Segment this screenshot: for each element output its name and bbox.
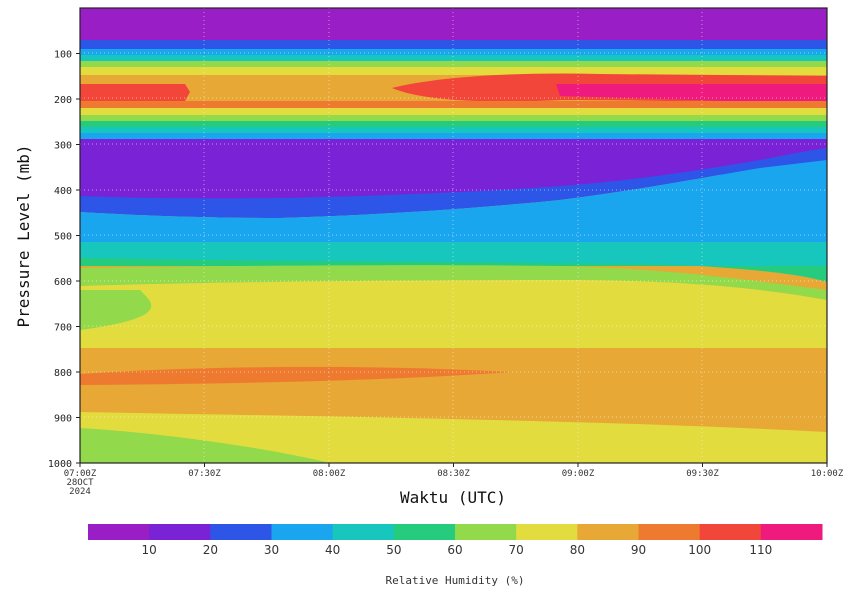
colorbar-swatch	[149, 524, 211, 540]
contour-band	[80, 108, 827, 115]
x-axis-label: Waktu (UTC)	[400, 488, 506, 507]
contour-very-moist	[556, 84, 827, 104]
y-axis-label: Pressure Level (mb)	[14, 144, 33, 327]
colorbar	[88, 524, 823, 540]
colorbar-swatch	[393, 524, 456, 540]
contour-band	[80, 67, 827, 75]
colorbar-tick-label: 50	[386, 543, 401, 557]
contour-60-70	[80, 265, 827, 300]
colorbar-tick-label: 100	[688, 543, 711, 557]
contour-band	[80, 127, 827, 133]
y-tick-label: 700	[54, 323, 72, 334]
contour-moist-patch	[80, 84, 190, 101]
x-tick-label: 08:30Z	[437, 469, 470, 479]
contour-band	[80, 428, 330, 463]
colorbar-swatch	[332, 524, 395, 540]
contour-band	[80, 133, 827, 139]
y-tick-label: 1000	[48, 459, 72, 470]
y-tick-label: 200	[54, 95, 72, 106]
colorbar-tick-label: 60	[447, 543, 462, 557]
colorbar-tick-label: 80	[570, 543, 585, 557]
colorbar-swatch	[271, 524, 334, 540]
x-tick-label: 10:00Z	[811, 469, 844, 479]
contour-band	[80, 121, 827, 127]
x-tick-label: 28OCT	[66, 478, 94, 488]
contour-band	[80, 61, 827, 67]
colorbar-swatch	[699, 524, 762, 540]
y-tick-label: 600	[54, 277, 72, 288]
contour-70-80	[80, 280, 827, 348]
contour-band	[80, 115, 827, 121]
contour-30-40	[80, 160, 827, 242]
x-tick-label: 09:30Z	[686, 469, 719, 479]
colorbar-tick-label: 20	[203, 543, 218, 557]
y-axis: 100 200 300 400 500 600 700 800 900 1000	[48, 50, 80, 470]
contour-band	[80, 225, 827, 242]
colorbar-ticks: 10 20 30 40 50 60 70 80 90 100 110	[142, 543, 773, 557]
contour-mid-dry	[80, 139, 827, 199]
colorbar-label: Relative Humidity (%)	[385, 574, 524, 587]
colorbar-tick-label: 70	[509, 543, 524, 557]
x-tick-label: 09:00Z	[562, 469, 595, 479]
y-tick-label: 400	[54, 186, 72, 197]
x-tick-label: 07:00Z	[64, 469, 97, 479]
y-tick-label: 500	[54, 232, 72, 243]
contour-band	[80, 40, 827, 49]
contour-band	[80, 242, 827, 266]
colorbar-swatch	[455, 524, 517, 540]
y-tick-label: 100	[54, 50, 72, 61]
colorbar-tick-label: 10	[142, 543, 157, 557]
contour-band	[80, 101, 827, 108]
grid	[80, 8, 827, 463]
colorbar-tick-label: 110	[749, 543, 772, 557]
contour-90-100	[80, 366, 512, 385]
contour-band	[80, 290, 152, 330]
contour-band	[80, 258, 827, 282]
colorbar-swatch	[638, 524, 701, 540]
y-tick-label: 900	[54, 414, 72, 425]
colorbar-swatch	[760, 524, 823, 540]
contour-field	[80, 8, 827, 463]
y-tick-label: 800	[54, 368, 72, 379]
colorbar-tick-label: 90	[631, 543, 646, 557]
contour-band	[80, 55, 827, 61]
colorbar-swatch	[577, 524, 639, 540]
colorbar-swatch	[210, 524, 272, 540]
colorbar-tick-label: 40	[325, 543, 340, 557]
colorbar-tick-label: 30	[264, 543, 279, 557]
x-tick-label: 08:00Z	[313, 469, 346, 479]
contour-top-dry	[80, 8, 827, 40]
y-tick-label: 300	[54, 141, 72, 152]
colorbar-swatch	[88, 524, 150, 540]
contour-band	[80, 49, 827, 55]
x-tick-label: 2024	[69, 487, 91, 497]
colorbar-swatch	[516, 524, 578, 540]
x-tick-label: 07:30Z	[188, 469, 221, 479]
